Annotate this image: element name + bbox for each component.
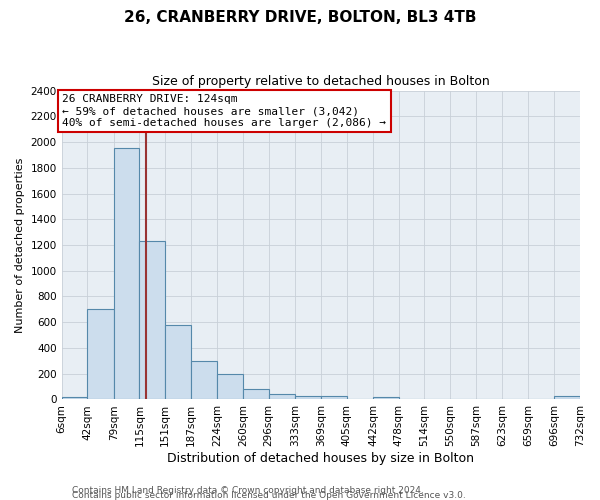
Text: Contains public sector information licensed under the Open Government Licence v3: Contains public sector information licen… [72,491,466,500]
Bar [114,148,139,400]
Bar [243,389,269,400]
Bar [88,310,114,400]
Bar [295,396,321,400]
Bar [139,241,165,400]
Bar [191,361,217,400]
Bar [165,325,191,400]
Title: Size of property relative to detached houses in Bolton: Size of property relative to detached ho… [152,75,490,88]
Bar [347,399,373,400]
Text: Contains HM Land Registry data © Crown copyright and database right 2024.: Contains HM Land Registry data © Crown c… [72,486,424,495]
Bar [269,394,295,400]
Y-axis label: Number of detached properties: Number of detached properties [15,158,25,332]
Text: 26, CRANBERRY DRIVE, BOLTON, BL3 4TB: 26, CRANBERRY DRIVE, BOLTON, BL3 4TB [124,10,476,25]
Bar [554,396,580,400]
Bar [321,396,347,400]
Bar [62,397,88,400]
Text: 26 CRANBERRY DRIVE: 124sqm
← 59% of detached houses are smaller (3,042)
40% of s: 26 CRANBERRY DRIVE: 124sqm ← 59% of deta… [62,94,386,128]
X-axis label: Distribution of detached houses by size in Bolton: Distribution of detached houses by size … [167,452,475,465]
Bar [373,397,398,400]
Bar [217,374,243,400]
